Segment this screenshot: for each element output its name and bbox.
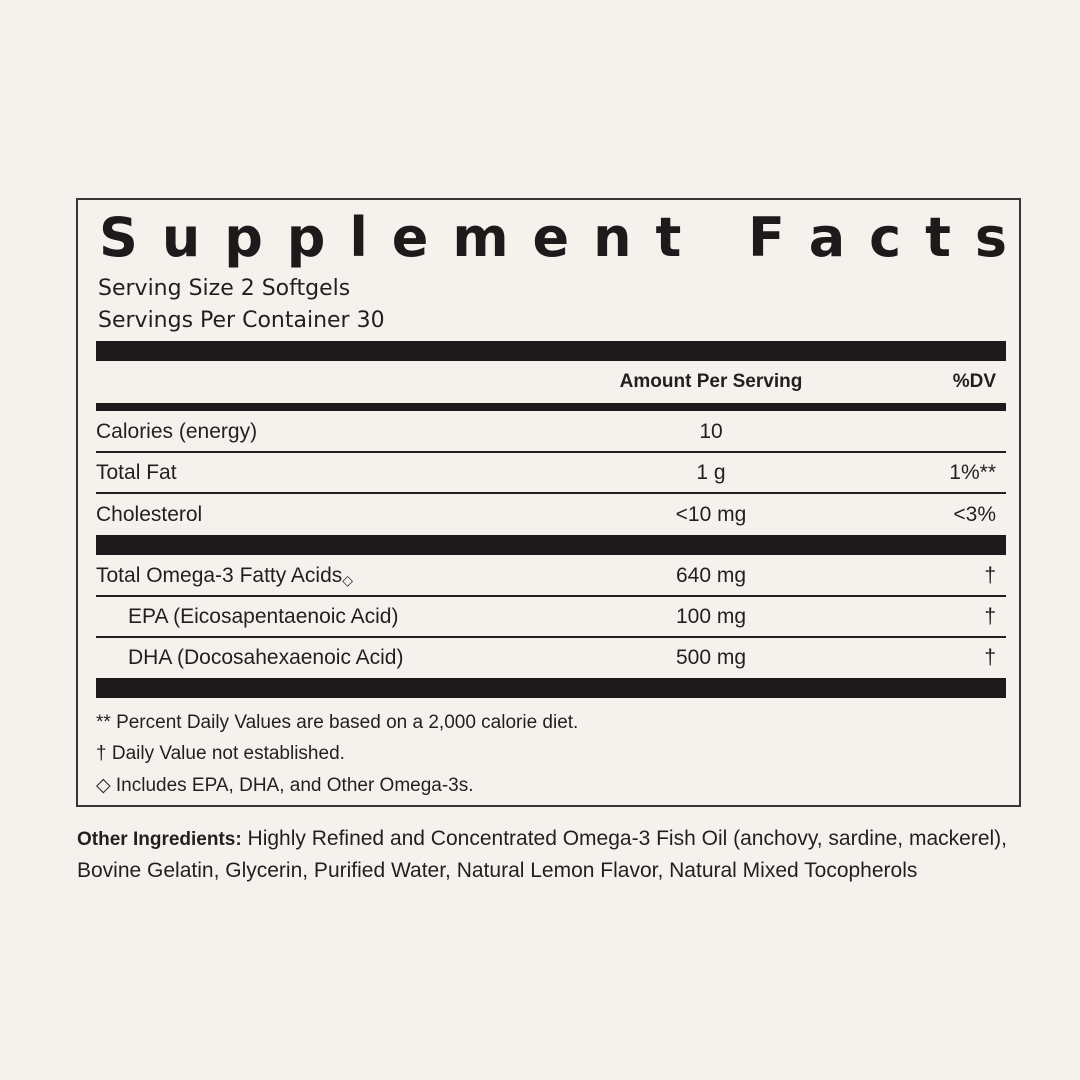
title-letter: t: [655, 206, 682, 269]
footnote-dv-basis: ** Percent Daily Values are based on a 2…: [96, 712, 579, 733]
title-letter: F: [747, 206, 785, 269]
row-divider: [96, 492, 1006, 494]
nutrient-amount: 640 mg: [675, 564, 747, 587]
row-divider: [96, 636, 1006, 638]
nutrient-dv: 1%**: [949, 461, 996, 484]
servings-per-container: Servings Per Container 30: [98, 308, 385, 333]
nutrient-name: Cholesterol: [96, 503, 203, 526]
nutrient-row-epa: EPA (Eicosapentaenoic Acid) 100 mg †: [96, 602, 1006, 632]
nutrient-row-cholesterol: Cholesterol <10 mg <3%: [96, 500, 1006, 530]
title-letter: l: [349, 206, 368, 269]
title-letter: p: [286, 206, 326, 269]
title-letter: a: [808, 206, 846, 269]
other-ingredients-text: Highly Refined and Concentrated Omega-3 …: [77, 827, 1007, 882]
nutrient-name: Calories (energy): [96, 420, 258, 443]
nutrient-amount: 100 mg: [675, 605, 747, 628]
nutrient-row-omega-3: Total Omega-3 Fatty Acids◇ 640 mg †: [96, 561, 1006, 591]
title-letter: m: [452, 206, 509, 269]
thick-divider: [96, 535, 1006, 555]
dv-header: %DV: [952, 371, 996, 392]
title-letter: S: [99, 206, 138, 269]
other-ingredients-label: Other Ingredients:: [77, 829, 242, 850]
amount-header: Amount Per Serving: [619, 371, 803, 392]
medium-divider: [96, 403, 1006, 411]
nutrient-name: DHA (Docosahexaenoic Acid): [128, 646, 404, 669]
nutrient-row-total-fat: Total Fat 1 g 1%**: [96, 458, 1006, 488]
row-divider: [96, 595, 1006, 597]
nutrient-dv: <3%: [953, 503, 996, 526]
thick-divider: [96, 678, 1006, 698]
nutrient-dv: †: [984, 605, 996, 628]
nutrient-amount: 1 g: [696, 461, 726, 484]
nutrient-row-calories: Calories (energy) 10: [96, 417, 1006, 447]
title-letter: t: [925, 206, 951, 269]
title-letter: e: [532, 206, 570, 269]
nutrient-amount: 500 mg: [675, 646, 747, 669]
nutrient-dv: †: [984, 646, 996, 669]
diamond-marker: ◇: [342, 572, 354, 588]
column-header: Amount Per Serving %DV: [96, 367, 1006, 397]
title-letter: [705, 206, 724, 270]
footnote-dv-not-established: † Daily Value not established.: [96, 743, 345, 764]
nutrient-amount: <10 mg: [675, 503, 747, 526]
footnote-omega-3: ◇ Includes EPA, DHA, and Other Omega-3s.: [96, 775, 474, 796]
thick-divider: [96, 341, 1006, 361]
nutrient-dv: †: [984, 564, 996, 587]
title-letter: u: [161, 206, 201, 269]
nutrient-amount: 10: [699, 420, 723, 443]
title-letter: p: [224, 206, 263, 269]
nutrient-name: EPA (Eicosapentaenoic Acid): [128, 605, 399, 628]
title-letter: e: [391, 206, 429, 269]
other-ingredients: Other Ingredients: Highly Refined and Co…: [77, 823, 1037, 886]
serving-size: Serving Size 2 Softgels: [98, 276, 351, 301]
title-letter: s: [974, 206, 1007, 269]
nutrient-name: Total Fat: [96, 461, 177, 484]
title-letter: n: [593, 206, 632, 269]
title-letter: c: [869, 206, 902, 269]
row-divider: [96, 451, 1006, 453]
nutrient-name: Total Omega-3 Fatty Acids◇: [96, 564, 354, 588]
nutrient-row-dha: DHA (Docosahexaenoic Acid) 500 mg †: [96, 643, 1006, 673]
